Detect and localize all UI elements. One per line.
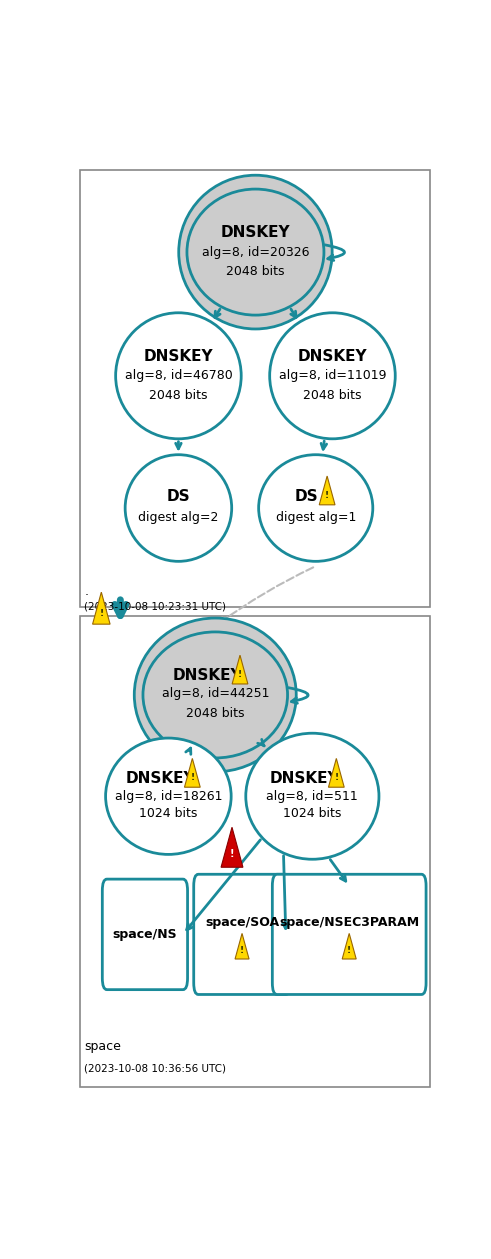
Text: DNSKEY: DNSKEY xyxy=(173,669,243,684)
Polygon shape xyxy=(221,827,243,867)
Polygon shape xyxy=(319,476,335,505)
Ellipse shape xyxy=(143,632,288,758)
Ellipse shape xyxy=(106,738,231,855)
Polygon shape xyxy=(93,592,110,624)
Text: alg=8, id=18261: alg=8, id=18261 xyxy=(114,789,222,803)
Text: 2048 bits: 2048 bits xyxy=(226,264,285,278)
Text: !: ! xyxy=(99,609,104,618)
Text: alg=8, id=11019: alg=8, id=11019 xyxy=(279,369,386,383)
Text: !: ! xyxy=(191,773,194,782)
FancyArrowPatch shape xyxy=(325,244,345,261)
Ellipse shape xyxy=(187,189,324,315)
Ellipse shape xyxy=(259,454,373,562)
Text: space/SOA: space/SOA xyxy=(205,917,279,929)
Text: digest alg=1: digest alg=1 xyxy=(275,511,356,524)
Ellipse shape xyxy=(179,175,332,329)
Polygon shape xyxy=(342,933,356,959)
Text: !: ! xyxy=(240,946,244,956)
Text: !: ! xyxy=(238,670,242,679)
Text: 1024 bits: 1024 bits xyxy=(139,807,197,820)
Text: 2048 bits: 2048 bits xyxy=(149,389,208,402)
Text: DS: DS xyxy=(295,488,318,504)
FancyBboxPatch shape xyxy=(273,874,426,995)
Text: !: ! xyxy=(325,491,329,500)
Polygon shape xyxy=(235,933,249,959)
Ellipse shape xyxy=(125,454,232,562)
Text: !: ! xyxy=(347,946,351,956)
Polygon shape xyxy=(328,758,344,787)
Text: (2023-10-08 10:36:56 UTC): (2023-10-08 10:36:56 UTC) xyxy=(84,1064,226,1074)
FancyBboxPatch shape xyxy=(102,879,188,990)
FancyBboxPatch shape xyxy=(81,170,431,607)
Text: DNSKEY: DNSKEY xyxy=(220,225,290,240)
Polygon shape xyxy=(232,655,248,684)
Text: DNSKEY: DNSKEY xyxy=(126,772,195,787)
Text: space/NS: space/NS xyxy=(112,928,177,940)
Text: alg=8, id=46780: alg=8, id=46780 xyxy=(125,369,232,383)
Text: DNSKEY: DNSKEY xyxy=(298,349,367,364)
Text: DNSKEY: DNSKEY xyxy=(270,772,340,787)
Text: !: ! xyxy=(230,849,234,859)
Ellipse shape xyxy=(116,312,241,439)
Text: (2023-10-08 10:23:31 UTC): (2023-10-08 10:23:31 UTC) xyxy=(84,602,226,612)
Polygon shape xyxy=(185,758,200,787)
Text: 1024 bits: 1024 bits xyxy=(283,807,342,820)
Text: alg=8, id=20326: alg=8, id=20326 xyxy=(202,246,309,258)
Text: 2048 bits: 2048 bits xyxy=(303,389,362,402)
Ellipse shape xyxy=(134,618,296,772)
FancyBboxPatch shape xyxy=(194,874,290,995)
Text: digest alg=2: digest alg=2 xyxy=(138,511,218,524)
Text: !: ! xyxy=(334,773,338,782)
Text: space/NSEC3PARAM: space/NSEC3PARAM xyxy=(279,917,419,929)
Ellipse shape xyxy=(246,733,379,859)
Text: .: . xyxy=(84,585,88,598)
Text: alg=8, id=511: alg=8, id=511 xyxy=(267,789,358,803)
Text: 2048 bits: 2048 bits xyxy=(186,706,245,720)
Ellipse shape xyxy=(270,312,395,439)
FancyBboxPatch shape xyxy=(81,617,431,1087)
Text: DNSKEY: DNSKEY xyxy=(143,349,213,364)
Text: DS: DS xyxy=(166,488,190,504)
FancyArrowPatch shape xyxy=(288,687,308,704)
Text: alg=8, id=44251: alg=8, id=44251 xyxy=(162,687,269,700)
Text: space: space xyxy=(84,1040,121,1053)
